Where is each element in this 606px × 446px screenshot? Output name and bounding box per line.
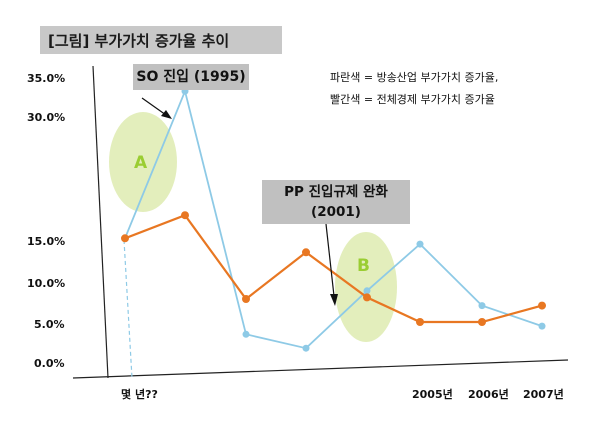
so-arrow-head bbox=[161, 110, 172, 119]
broadcast-data-point bbox=[242, 330, 250, 338]
legend-line-broadcast: 파란색 = 방송산업 부가가치 증가율, bbox=[330, 71, 499, 84]
x-tick-label: 2007년 bbox=[523, 387, 564, 401]
broadcast-data-point bbox=[478, 302, 486, 310]
economy-data-point bbox=[538, 301, 546, 310]
so-arrow-line bbox=[141, 97, 167, 116]
dashed-marker-line bbox=[123, 239, 133, 379]
y-tick-label: 5.0% bbox=[34, 318, 65, 331]
pp-deregulation-callout: PP 진입규제 완화 (2001) bbox=[262, 180, 410, 224]
economy-data-point bbox=[363, 293, 371, 302]
highlight-ellipse-b bbox=[335, 232, 397, 342]
pp-deregulation-year: (2001) bbox=[311, 204, 361, 220]
x-tick-label: 2006년 bbox=[468, 387, 509, 401]
series-layer bbox=[121, 87, 546, 352]
highlight-ellipse-a bbox=[109, 112, 177, 212]
y-tick-label: 10.0% bbox=[27, 277, 65, 290]
y-axis bbox=[92, 65, 109, 379]
pp-arrow-head bbox=[330, 294, 338, 306]
economy-data-point bbox=[416, 318, 424, 326]
broadcast-data-point bbox=[538, 322, 546, 330]
so-entry-callout: SO 진입 (1995) bbox=[133, 64, 249, 90]
broadcast-series-line bbox=[124, 88, 543, 350]
so-entry-label: SO 진입 (1995) bbox=[136, 69, 246, 85]
economy-data-point bbox=[121, 234, 129, 243]
economy-data-point bbox=[242, 295, 250, 303]
broadcast-data-point bbox=[416, 240, 424, 248]
economy-data-point bbox=[478, 318, 486, 326]
pp-deregulation-label: PP 진입규제 완화 bbox=[284, 184, 388, 200]
economy-data-point bbox=[181, 211, 189, 220]
chart-title: [그림] 부가가치 증가율 추이 bbox=[48, 32, 230, 50]
x-tick-label: 몇 년?? bbox=[121, 387, 158, 401]
label-a: A bbox=[134, 153, 148, 173]
y-tick-label: 30.0% bbox=[27, 111, 65, 124]
x-axis bbox=[72, 359, 569, 379]
pp-arrow-line bbox=[325, 223, 335, 297]
title-box bbox=[40, 26, 282, 54]
economy-data-point bbox=[302, 248, 310, 257]
y-tick-label: 35.0% bbox=[27, 72, 65, 85]
broadcast-data-point bbox=[363, 287, 371, 295]
y-tick-label: 15.0% bbox=[27, 235, 65, 248]
economy-series-line bbox=[124, 213, 543, 324]
y-tick-label: 0.0% bbox=[34, 357, 65, 370]
x-tick-label: 2005년 bbox=[412, 387, 453, 401]
legend-line-economy: 빨간색 = 전체경제 부가가치 증가율 bbox=[330, 93, 495, 106]
label-b: B bbox=[357, 256, 370, 276]
broadcast-data-point bbox=[302, 344, 310, 352]
